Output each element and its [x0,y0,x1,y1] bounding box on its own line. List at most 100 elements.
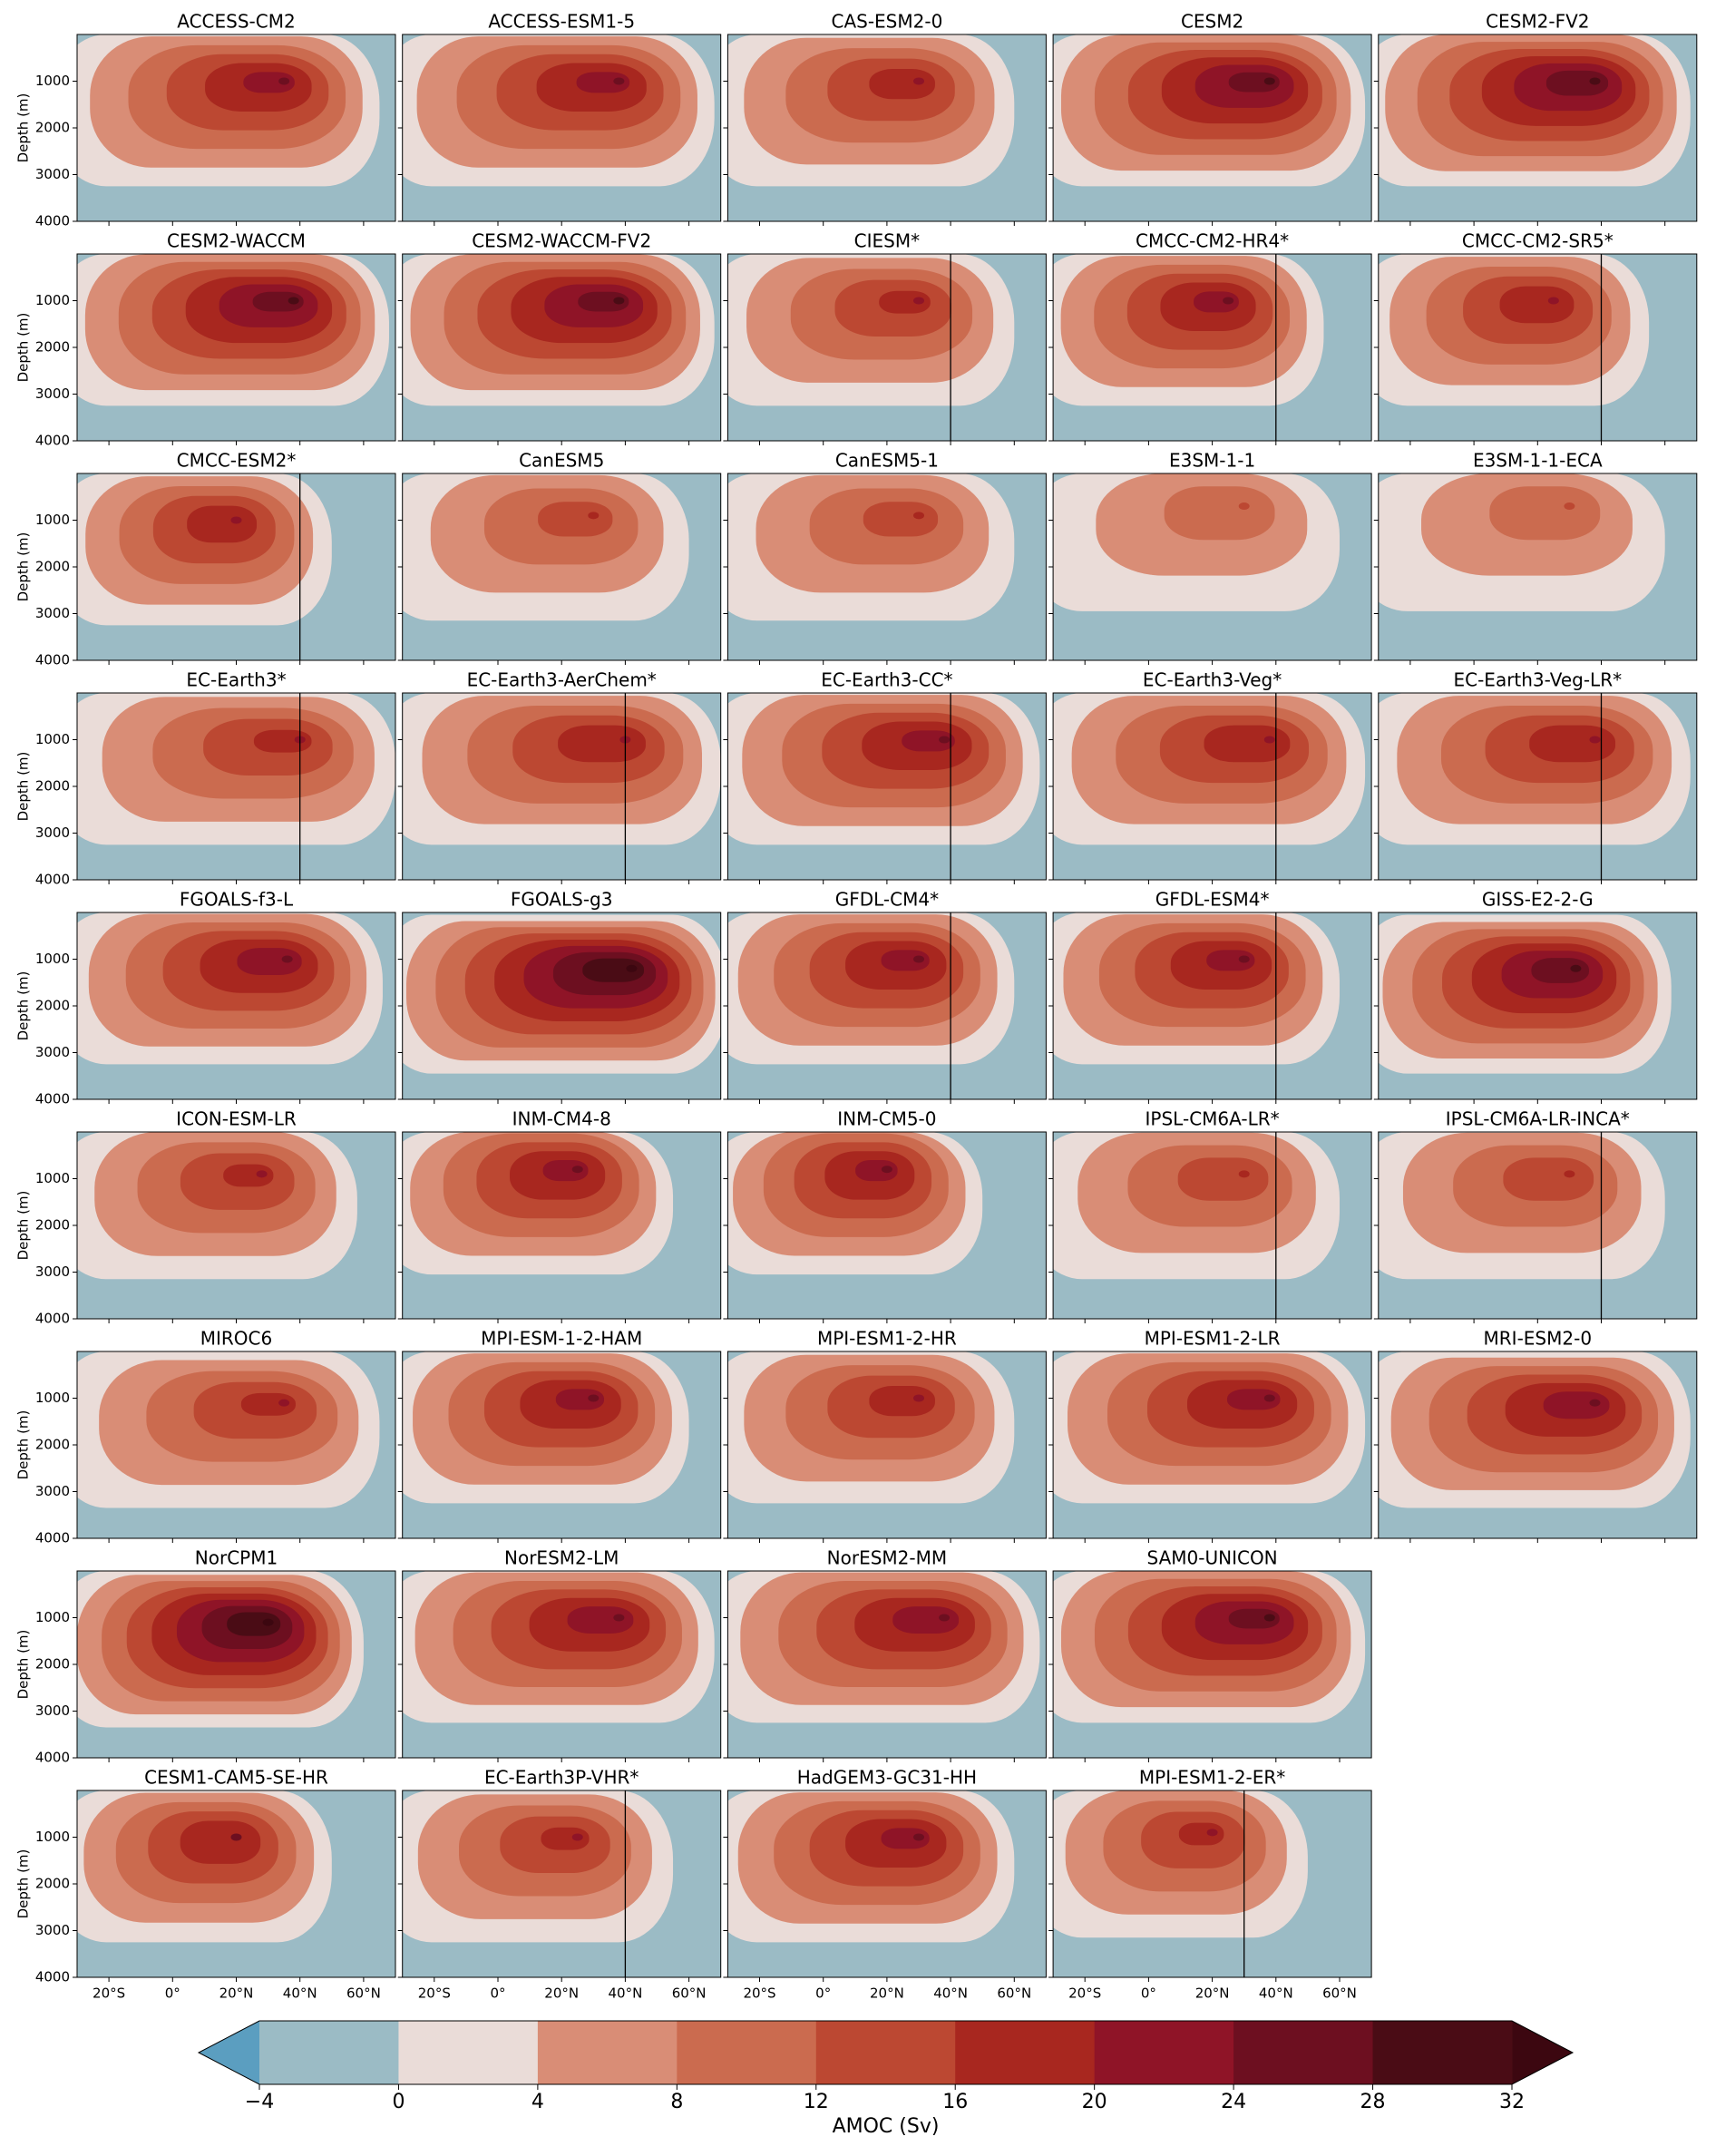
y-tick-label: 3000 [35,166,70,182]
panel [727,1351,1047,1538]
peak-marker [1206,1829,1218,1837]
colorbar-tick-label: 12 [804,2091,829,2113]
panel [1053,912,1372,1099]
panel-title: E3SM-1-1-ECA [1473,450,1603,472]
panel-title: CMCC-CM2-SR5* [1462,230,1614,252]
x-tick-label: 0° [815,1985,831,2002]
panel [1053,1790,1372,1977]
panel [77,693,395,880]
y-tick-label: 1000 [35,1390,70,1406]
colorbar-tick-label: 24 [1221,2091,1246,2113]
panel-title: INM-CM4-8 [512,1108,611,1130]
contour-band [243,72,295,93]
panel [77,254,395,441]
peak-marker [278,77,290,85]
contour-band [869,1386,935,1417]
contour-band [902,730,955,752]
contour-band [1228,1608,1280,1629]
peak-marker [1570,964,1582,972]
colorbar-tick-label: 0 [392,2091,405,2113]
panel [402,1571,721,1758]
colorbar-segment [815,2021,956,2084]
panel-title: ACCESS-CM2 [177,11,295,33]
contour-band [538,502,613,537]
contour-band [881,950,930,971]
y-tick-label: 1000 [35,292,70,308]
panel-title: CESM2-WACCM-FV2 [472,230,651,252]
contour-band [1204,725,1291,763]
y-tick-label: 2000 [35,1876,70,1892]
panel [402,1790,721,1977]
y-tick-label: 4000 [35,872,70,888]
panel-title: CESM2-WACCM [167,230,306,252]
colorbar-extend-high [1512,2021,1573,2084]
contour-band [1194,291,1239,313]
colorbar-segment [398,2021,539,2084]
panel-title: NorESM2-LM [504,1547,619,1569]
panel-title: MPI-ESM1-2-HR [817,1328,957,1350]
contour-band [1499,286,1575,324]
peak-marker [1564,502,1575,511]
y-tick-label: 3000 [35,1922,70,1938]
x-tick-label: 20°S [743,1985,775,2002]
x-tick-label: 20°N [544,1985,579,2002]
peak-marker [278,1399,290,1407]
peak-marker [913,77,924,85]
y-axis-label: Depth (m) [15,971,32,1041]
panel [1378,1351,1697,1538]
peak-marker [1547,297,1559,305]
contour-band [1206,950,1255,971]
panel [1378,473,1697,660]
y-tick-label: 2000 [35,778,70,795]
peak-marker [1263,77,1275,85]
contour-band [253,729,312,753]
y-axis-label: Depth (m) [15,1630,32,1700]
peak-marker [613,297,625,305]
colorbar-tick-label: 8 [670,2091,683,2113]
peak-marker [1564,1170,1575,1178]
contour-band [237,948,302,976]
panel-title: CanESM5-1 [835,450,939,472]
panel [727,473,1047,660]
colorbar-tick-label: 32 [1499,2091,1525,2113]
y-tick-label: 2000 [35,339,70,356]
peak-marker [230,1833,242,1841]
panel [727,1571,1047,1758]
x-tick-label: 0° [490,1985,505,2002]
contour-band [1228,72,1280,93]
contour-band [855,1160,898,1182]
contour-band [541,1827,590,1850]
peak-marker [881,1166,892,1174]
panel-title: HadGEM3-GC31-HH [797,1767,977,1789]
peak-marker [1589,77,1601,85]
contour-band [892,1606,960,1634]
y-tick-label: 4000 [35,1530,70,1546]
contour-band [1529,725,1616,763]
x-tick-label: 60°N [346,1985,381,2002]
peak-marker [1589,1399,1601,1407]
panel [1053,34,1372,221]
y-tick-label: 2000 [35,998,70,1014]
y-tick-label: 2000 [35,1656,70,1673]
panel-title: CMCC-ESM2* [177,450,297,472]
panel-title: EC-Earth3* [186,669,286,691]
panel [1378,34,1697,221]
x-tick-label: 40°N [933,1985,968,2002]
colorbar-segment [1094,2021,1234,2084]
peak-marker [1238,955,1250,963]
panel [77,473,395,660]
y-tick-label: 2000 [35,1437,70,1453]
peak-marker [1263,1614,1275,1622]
colorbar-segment [955,2021,1096,2084]
x-tick-label: 60°N [997,1985,1031,2002]
y-tick-label: 1000 [35,73,70,89]
colorbar-label: AMOC (Sv) [833,2115,940,2138]
panel-title: ICON-ESM-LR [176,1108,297,1130]
y-tick-label: 4000 [35,1091,70,1107]
peak-marker [1263,736,1275,744]
y-tick-label: 3000 [35,1044,70,1060]
contour-band [879,290,931,314]
peak-marker [1263,1394,1275,1402]
y-tick-label: 4000 [35,433,70,449]
panel-title: EC-Earth3-Veg-LR* [1453,669,1622,691]
